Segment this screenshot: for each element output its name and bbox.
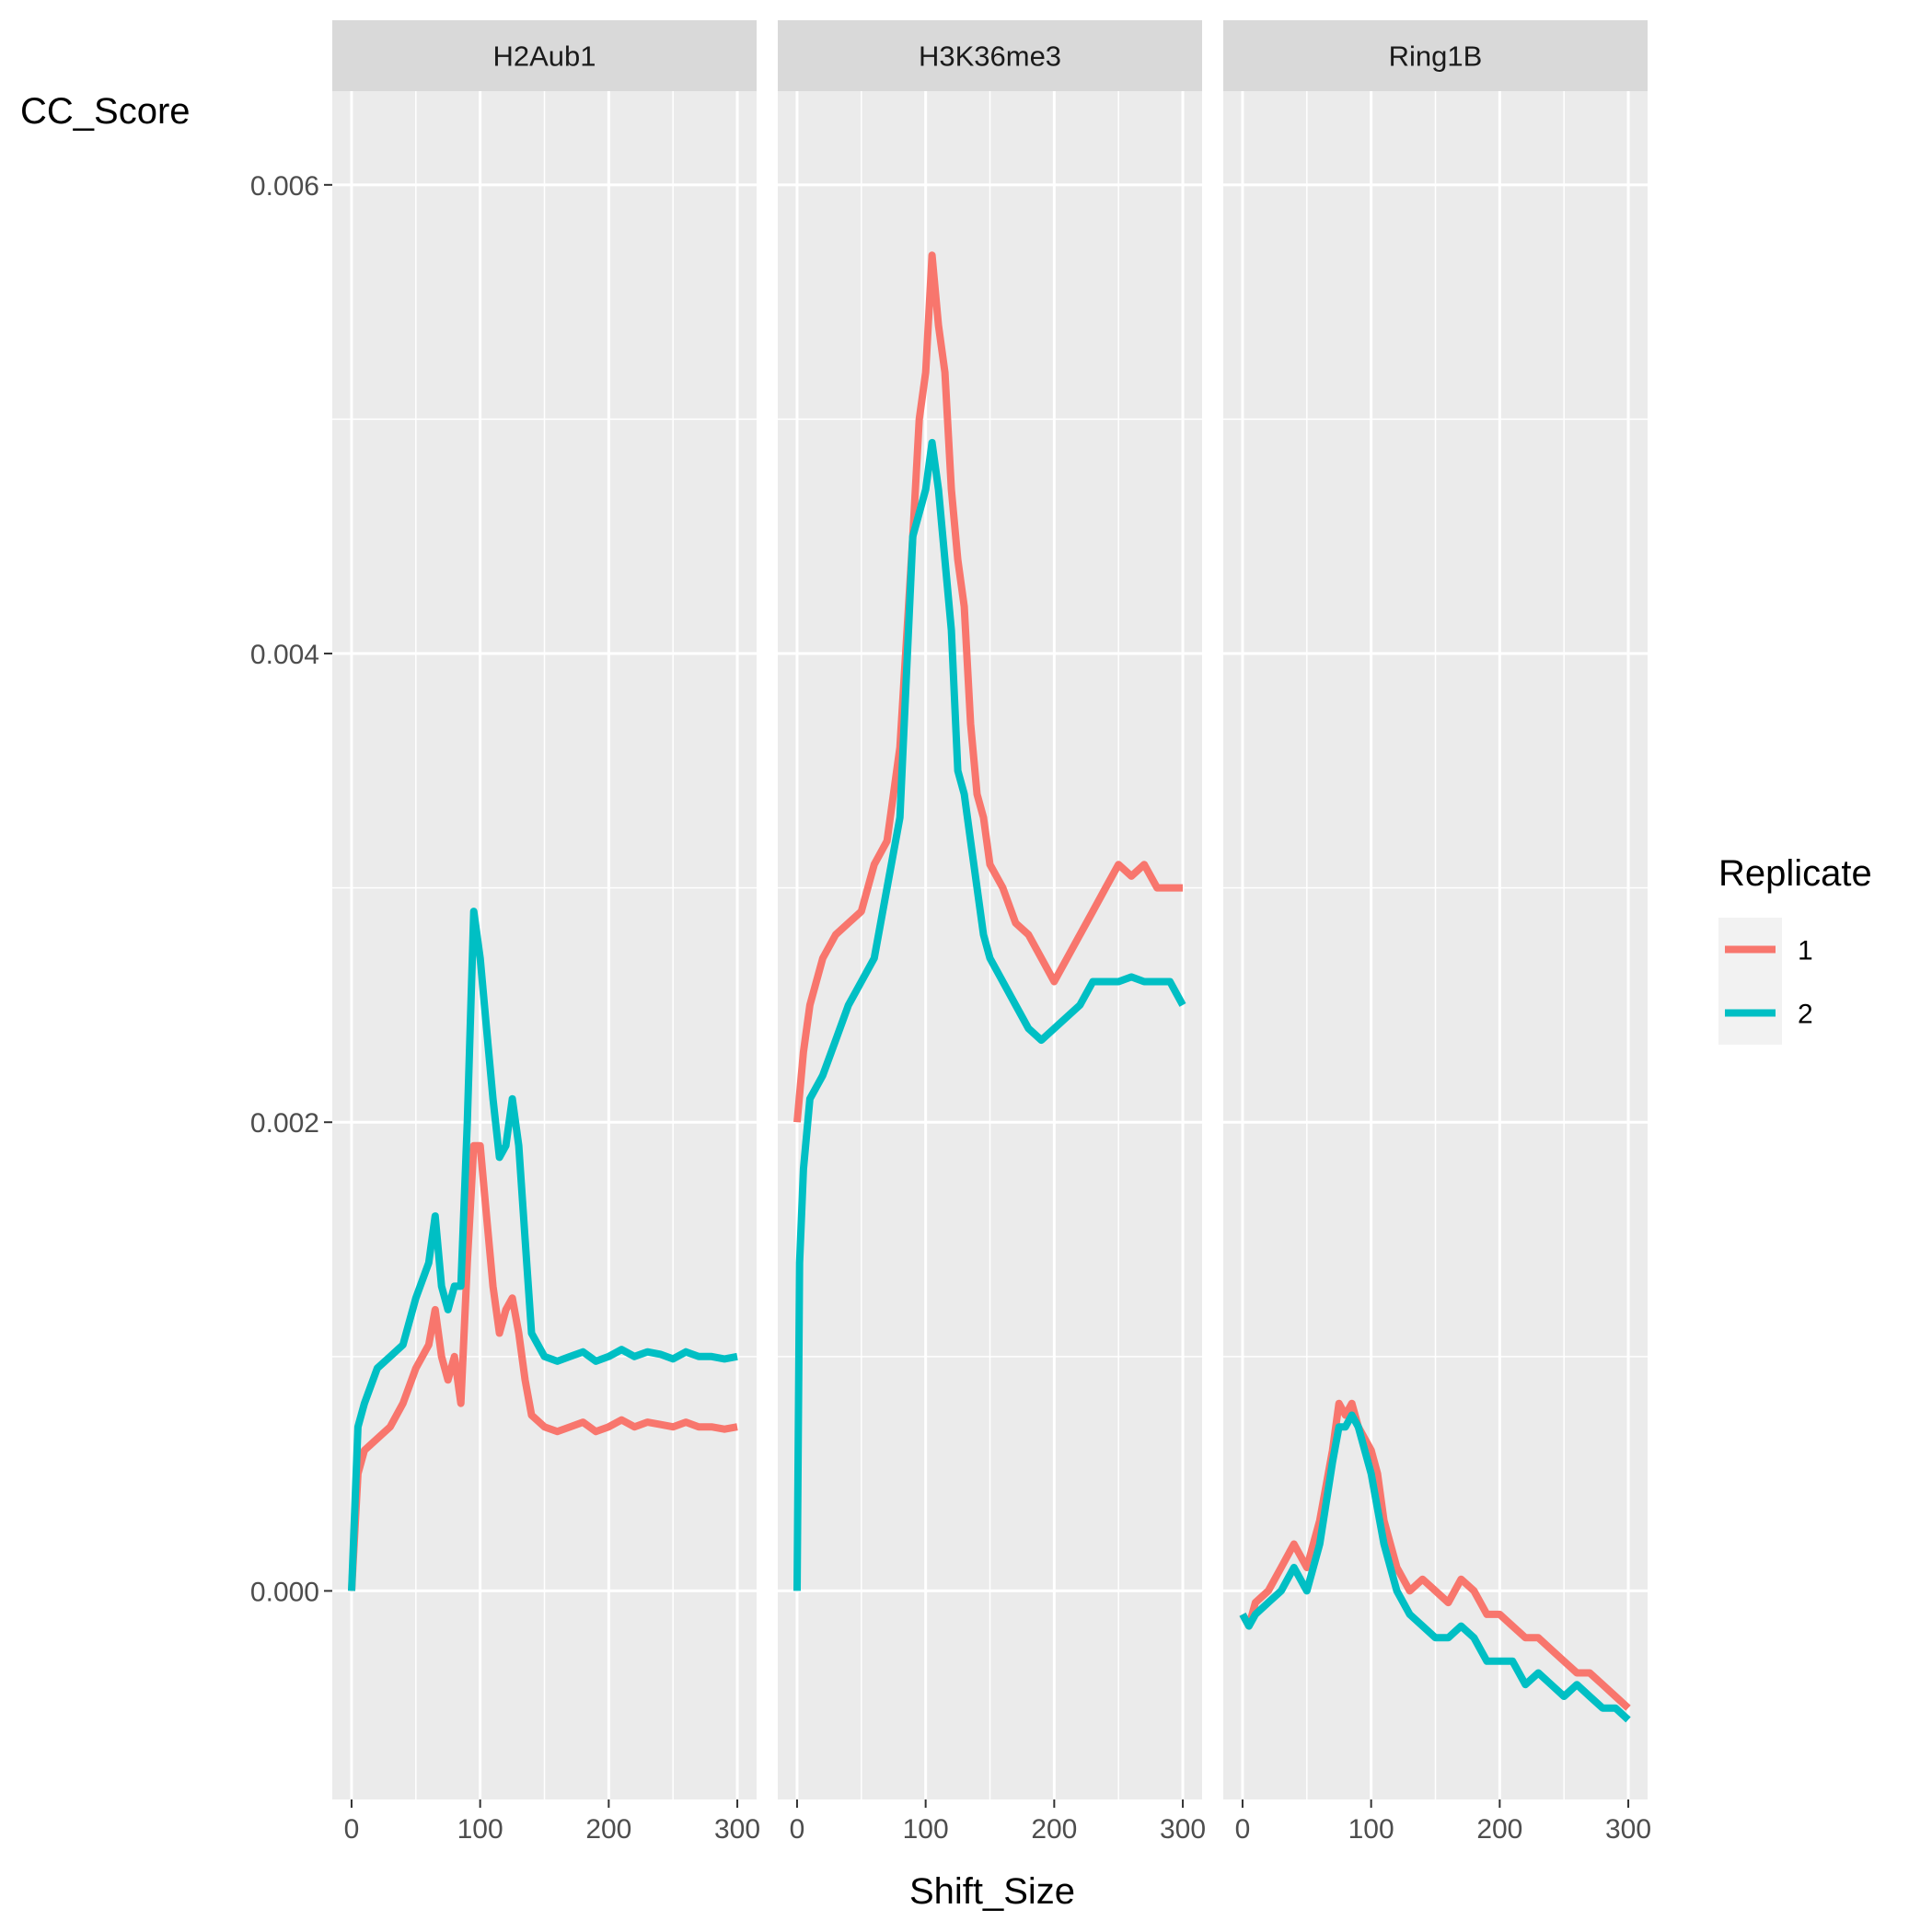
- facet-strip-label: H2Aub1: [492, 40, 596, 73]
- x-tick-label: 100: [903, 1814, 949, 1845]
- x-tick-labels: 0 100 200 300 0 100 200 300 0 100 200 300: [344, 1799, 1651, 1845]
- x-tick-label: 200: [1476, 1814, 1522, 1845]
- facet-panel-h2aub1: H2Aub1: [332, 20, 757, 1799]
- x-tick-label: 100: [1348, 1814, 1394, 1845]
- x-tick-label: 300: [1605, 1814, 1651, 1845]
- facet-strip: [1223, 20, 1648, 91]
- y-tick-label: 0.004: [250, 640, 319, 670]
- y-tick-labels: 0.000 0.002 0.004 0.006: [250, 171, 332, 1607]
- x-tick-label: 0: [790, 1814, 805, 1845]
- y-tick-label: 0.006: [250, 171, 319, 202]
- facet-strip: [778, 20, 1202, 91]
- series-line-ring1b-replicate-1: [1239, 1399, 1631, 1711]
- legend-entry-1: 1: [1718, 918, 1813, 981]
- x-tick-label: 300: [714, 1814, 760, 1845]
- legend-label: 2: [1798, 1000, 1813, 1030]
- x-tick-label: 0: [1235, 1814, 1251, 1845]
- legend-title: Replicate: [1718, 853, 1872, 894]
- series-line-h2aub1-replicate-1: [348, 1141, 738, 1591]
- x-tick-label: 200: [585, 1814, 631, 1845]
- legend: Replicate 12: [1718, 853, 1872, 1045]
- facet-strip-label: H3K36me3: [919, 40, 1061, 73]
- x-axis-title: Shift_Size: [909, 1871, 1075, 1912]
- y-tick-label: 0.002: [250, 1108, 319, 1139]
- facet-strip-label: Ring1B: [1389, 40, 1483, 73]
- facet-panel-ring1b: Ring1B: [1223, 20, 1648, 1799]
- series-line-ring1b-replicate-2: [1239, 1411, 1631, 1723]
- y-axis-title: CC_Score: [20, 91, 191, 132]
- x-tick-label: 0: [344, 1814, 360, 1845]
- facet-panel-h3k36me3: H3K36me3: [778, 20, 1202, 1799]
- facet-strip: [332, 20, 757, 91]
- series-line-h2aub1-replicate-2: [348, 908, 738, 1591]
- panels-layer: H2Aub1 H3K36me3 Ring1B: [332, 20, 1648, 1799]
- series-line-h3k36me3-replicate-1: [793, 251, 1183, 1123]
- legend-entries: 12: [1718, 918, 1813, 1045]
- x-tick-label: 200: [1031, 1814, 1077, 1845]
- series-line-h3k36me3-replicate-2: [793, 438, 1186, 1591]
- x-tick-label: 300: [1160, 1814, 1206, 1845]
- legend-entry-2: 2: [1718, 981, 1813, 1045]
- x-tick-label: 100: [457, 1814, 503, 1845]
- y-tick-label: 0.000: [250, 1577, 319, 1607]
- legend-label: 1: [1798, 936, 1813, 966]
